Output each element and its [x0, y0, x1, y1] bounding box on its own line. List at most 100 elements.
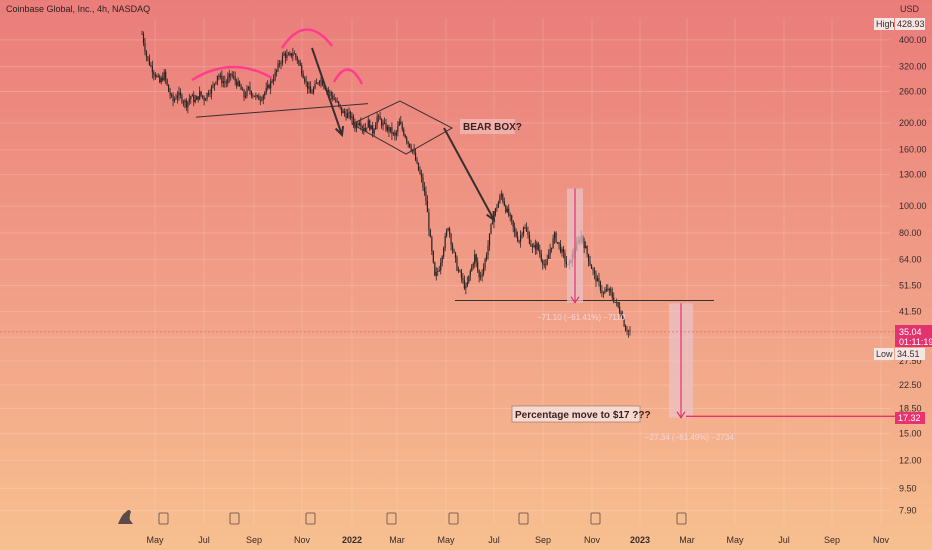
- candle-body: [299, 62, 301, 66]
- candle-body: [420, 173, 423, 178]
- measure-2-label: −27.34 (−61.49%) −2734: [645, 433, 734, 442]
- candle-body: [233, 76, 235, 77]
- candle-body: [391, 127, 393, 134]
- candle-body: [382, 122, 384, 126]
- candle-body: [457, 270, 460, 272]
- candle-body: [267, 84, 269, 88]
- candle-body: [358, 123, 360, 125]
- candle-body: [153, 72, 155, 75]
- left-shoulder-arc: [191, 65, 273, 82]
- candle-body: [367, 120, 369, 128]
- candle-body: [323, 85, 325, 88]
- candle-body: [182, 102, 185, 103]
- candle-body: [475, 254, 477, 262]
- candle-body: [317, 82, 319, 84]
- candle-body: [616, 302, 618, 303]
- candle-body: [203, 97, 205, 101]
- candle-body: [454, 252, 457, 258]
- candle-body: [163, 71, 165, 81]
- candle-body: [327, 89, 329, 92]
- candle-body: [524, 227, 526, 229]
- candle-body: [423, 187, 426, 192]
- candle-body: [363, 127, 365, 132]
- candle-body: [372, 125, 374, 134]
- candle-body: [503, 201, 505, 206]
- candle-body: [239, 81, 241, 86]
- candle-body: [321, 80, 324, 86]
- candle-body: [142, 34, 145, 44]
- candle-body: [622, 316, 624, 319]
- candle-body: [397, 125, 399, 132]
- candle-body: [549, 249, 551, 255]
- candle-body: [173, 99, 176, 102]
- y-tick-label: 80.00: [899, 228, 922, 238]
- candle-body: [255, 95, 257, 97]
- candle-body: [369, 120, 371, 130]
- candle-body: [196, 96, 198, 100]
- candle-body: [521, 234, 523, 236]
- candle-body: [429, 230, 431, 238]
- candle-body: [301, 65, 303, 75]
- event-icon: [305, 512, 316, 525]
- bear-box-annotation: BEAR BOX?: [460, 119, 522, 134]
- candle-body: [438, 270, 440, 272]
- x-tick-label: Sep: [246, 535, 262, 545]
- x-tick-label: Mar: [679, 535, 695, 545]
- candle-body: [562, 249, 565, 254]
- candle-body: [274, 72, 276, 80]
- candle-body: [395, 131, 397, 136]
- candle-body: [190, 96, 192, 100]
- candle-body: [376, 116, 378, 125]
- candle-body: [366, 127, 368, 129]
- event-icon: [590, 512, 601, 525]
- candle-body: [406, 137, 408, 142]
- candle-body: [483, 268, 485, 274]
- candle-body: [626, 330, 628, 332]
- x-tick-label: Nov: [294, 535, 311, 545]
- high-label: High: [876, 19, 895, 29]
- y-tick-label: 41.50: [899, 307, 922, 317]
- candle-body: [176, 95, 179, 99]
- target-value: 17.32: [898, 413, 921, 423]
- candle-body: [199, 91, 201, 100]
- candle-body: [228, 73, 230, 78]
- candle-body: [295, 53, 297, 58]
- candle-body: [485, 255, 488, 260]
- candle-body: [178, 92, 180, 96]
- candle-body: [469, 270, 471, 276]
- candle-body: [403, 129, 405, 135]
- candle-body: [209, 93, 211, 95]
- candle-body: [256, 95, 258, 97]
- candle-body: [224, 81, 226, 83]
- arrow-1-head: [334, 125, 345, 138]
- candle-body: [271, 81, 273, 82]
- candle-body: [608, 288, 610, 291]
- candle-body: [179, 92, 182, 96]
- candle-body: [480, 275, 482, 278]
- candle-body: [345, 113, 347, 118]
- candle-body: [156, 75, 158, 77]
- x-tick-label: May: [437, 535, 455, 545]
- candle-body: [349, 112, 352, 118]
- candle-body: [534, 245, 536, 250]
- y-tick-label: 64.00: [899, 255, 922, 265]
- candle-body: [273, 79, 275, 82]
- y-tick-label: 51.50: [899, 281, 922, 291]
- candle-body: [184, 100, 186, 103]
- candle-body: [468, 275, 470, 283]
- candle-body: [407, 141, 409, 144]
- candle-body: [444, 236, 446, 249]
- candle-body: [348, 112, 350, 114]
- candle-body: [335, 99, 337, 102]
- candle-body: [484, 259, 486, 269]
- target-price-tag: 17.32: [895, 412, 925, 424]
- candle-body: [389, 127, 392, 132]
- candle-body: [453, 249, 455, 253]
- candle-body: [219, 75, 221, 77]
- candle-body: [194, 99, 196, 103]
- candle-body: [172, 94, 174, 102]
- candle-body: [499, 196, 501, 203]
- candle-body: [193, 95, 195, 103]
- candle-body: [375, 124, 377, 130]
